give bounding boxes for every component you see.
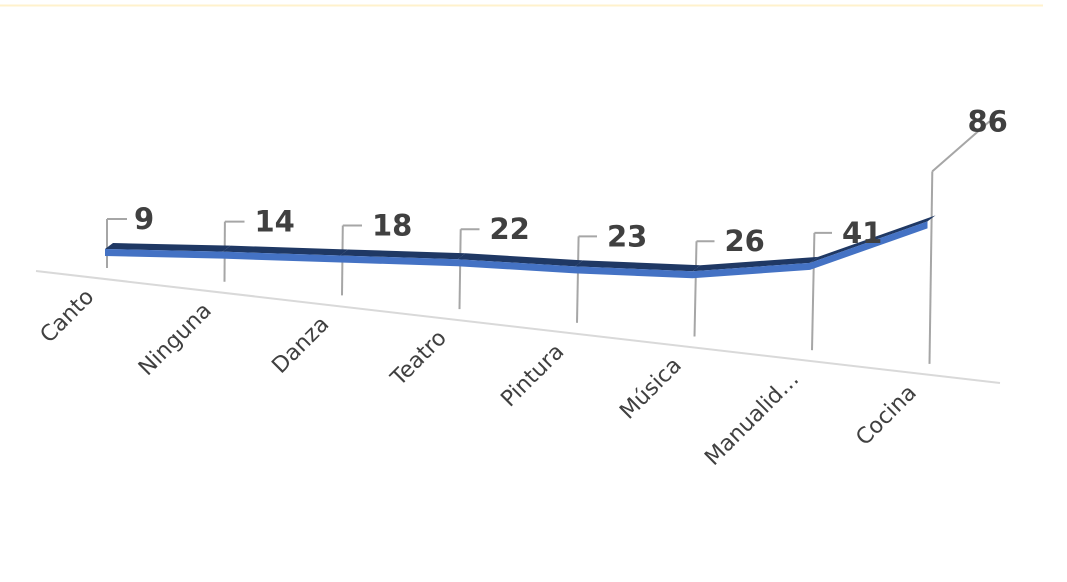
leader-line (928, 171, 934, 364)
series-segment-face (692, 262, 810, 279)
leader-line (576, 236, 580, 323)
category-tick-label: Ninguna (134, 298, 217, 381)
data-label: 23 (607, 219, 647, 253)
series-line (105, 215, 936, 279)
series-segment-face (810, 221, 928, 270)
series-segment-top (810, 215, 936, 263)
leader-lines (106, 120, 991, 364)
data-label: 22 (490, 212, 530, 246)
data-label: 14 (255, 205, 295, 239)
data-label: 9 (134, 202, 154, 236)
category-tick-label: Canto (36, 285, 100, 349)
data-labels: 9 14 18 22 23 26 41 86 (134, 104, 1008, 258)
category-axis (35, 270, 1001, 384)
leader-line (458, 229, 462, 310)
series-segment-top (340, 249, 466, 260)
series-segment-face (457, 259, 575, 274)
data-label: 86 (968, 104, 1008, 138)
category-tick-labels: Canto Ninguna Danza Teatro Pintura Música Manu… (36, 285, 922, 471)
series-segment-top (692, 256, 818, 272)
leader-line (811, 232, 816, 351)
category-tick-label: Cocina (851, 380, 921, 450)
category-tick-label: Danza (267, 312, 334, 379)
series-segment-top (222, 245, 348, 256)
data-label: 41 (842, 216, 882, 250)
data-label: 26 (725, 224, 765, 258)
category-tick-label: Manualid… (700, 367, 804, 471)
series-segment-face (340, 255, 458, 267)
category-tick-label: Música (615, 353, 686, 424)
series-segment-face (105, 249, 223, 259)
category-tick-label: Teatro (386, 326, 452, 392)
series-segment-top (105, 243, 231, 252)
series-segment-top (457, 253, 583, 267)
category-tick-label: Pintura (496, 339, 569, 412)
data-label: 18 (372, 208, 412, 242)
leader-tick (931, 120, 991, 173)
series-segment-face (575, 266, 693, 279)
series-segment-top (575, 260, 701, 272)
leader-line (693, 241, 698, 337)
series-segment-face (222, 251, 340, 263)
